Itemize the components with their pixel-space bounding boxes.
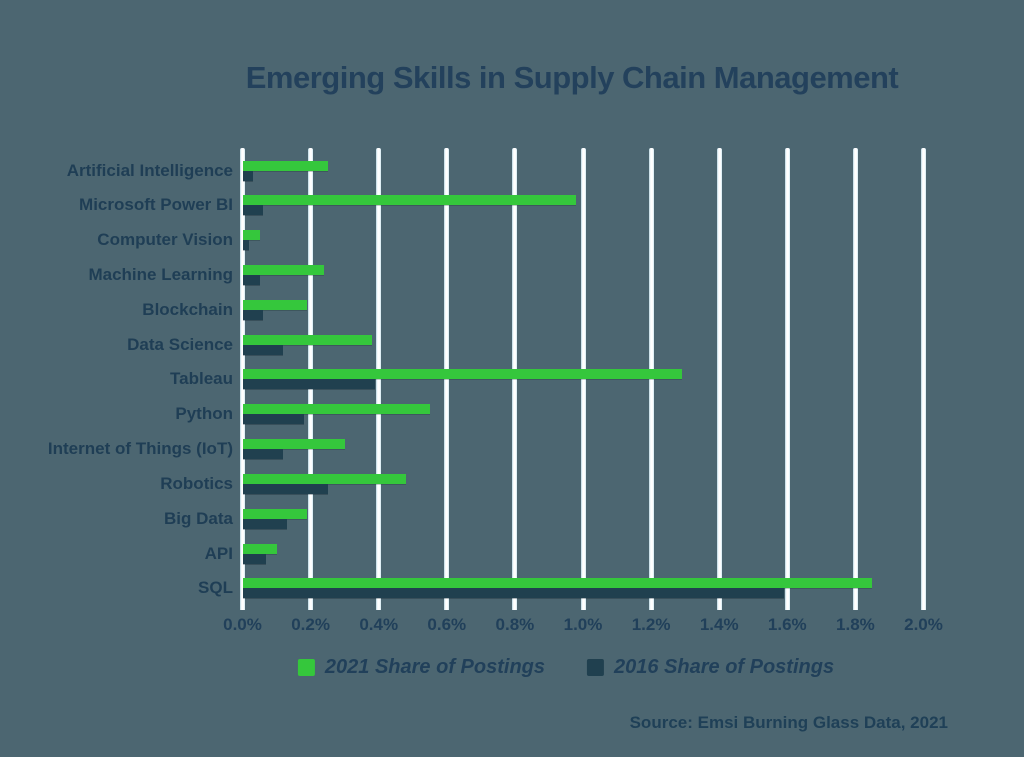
bar-2016-9 — [242, 483, 328, 494]
category-label: Blockchain — [142, 299, 233, 319]
chart-title: Emerging Skills in Supply Chain Manageme… — [245, 60, 899, 95]
x-tick-label: 0.4% — [359, 615, 399, 634]
legend-label-2021: 2021 Share of Postings — [324, 656, 545, 678]
bar-2016-6 — [242, 379, 376, 390]
bar-2021-6 — [242, 369, 682, 380]
x-tick-label: 1.6% — [767, 615, 807, 634]
bar-2016-10 — [242, 518, 287, 529]
category-label: Robotics — [160, 473, 233, 493]
bar-2016-4 — [242, 309, 263, 320]
legend-item-2016: 2016 Share of Postings — [587, 656, 834, 679]
bar-2016-1 — [242, 205, 263, 216]
x-tick-label: 0.0% — [223, 615, 262, 634]
bar-2021-8 — [242, 439, 345, 450]
bar-2016-7 — [242, 414, 304, 425]
legend-swatch-2021 — [297, 659, 315, 676]
gridline — [716, 148, 722, 610]
category-label: Microsoft Power BI — [79, 195, 233, 215]
bar-2016-8 — [242, 449, 284, 460]
x-tick-label: 2.0% — [904, 615, 943, 634]
bar-2021-3 — [242, 264, 325, 275]
category-label: Machine Learning — [88, 264, 233, 284]
category-label: Internet of Things (IoT) — [47, 439, 233, 459]
bar-2016-12 — [242, 588, 784, 599]
x-tick-label: 0.8% — [495, 615, 535, 634]
bar-2016-11 — [242, 553, 267, 564]
legend: 2021 Share of Postings 2016 Share of Pos… — [297, 656, 834, 679]
category-label: SQL — [198, 578, 233, 598]
bar-2016-5 — [242, 344, 284, 355]
x-tick-label: 0.2% — [291, 615, 330, 634]
bar-2021-9 — [242, 473, 406, 484]
legend-label-2016: 2016 Share of Postings — [614, 656, 835, 678]
bar-2021-10 — [242, 508, 308, 519]
gridline — [784, 148, 790, 610]
bar-2016-0 — [242, 170, 253, 181]
x-tick-label: 1.4% — [699, 615, 739, 634]
bar-2021-5 — [242, 334, 372, 345]
x-tick-label: 1.2% — [631, 615, 671, 634]
x-tick-label: 1.0% — [563, 615, 603, 634]
gridline — [921, 148, 926, 610]
source-caption: Source: Emsi Burning Glass Data, 2021 — [629, 713, 948, 732]
gridline — [852, 148, 858, 610]
category-label: Tableau — [170, 369, 233, 389]
bar-2016-3 — [242, 274, 260, 285]
category-label: Data Science — [127, 334, 233, 354]
category-label: Computer Vision — [97, 230, 233, 250]
bar-2021-1 — [242, 195, 577, 206]
x-tick-label: 1.8% — [836, 615, 875, 634]
legend-item-2021: 2021 Share of Postings — [297, 656, 545, 679]
bar-2021-7 — [242, 404, 430, 415]
bar-2021-11 — [242, 543, 277, 554]
category-label: Big Data — [164, 508, 233, 528]
bar-2021-12 — [242, 578, 873, 589]
bar-2021-2 — [242, 230, 260, 241]
category-label: Artificial Intelligence — [66, 160, 233, 180]
x-tick-label: 0.6% — [427, 615, 467, 634]
category-label: API — [204, 543, 233, 563]
bar-2016-2 — [242, 240, 250, 251]
legend-swatch-2016 — [587, 659, 604, 676]
bar-2021-0 — [242, 160, 328, 171]
category-label: Python — [175, 404, 233, 424]
bar-2021-4 — [242, 299, 308, 310]
